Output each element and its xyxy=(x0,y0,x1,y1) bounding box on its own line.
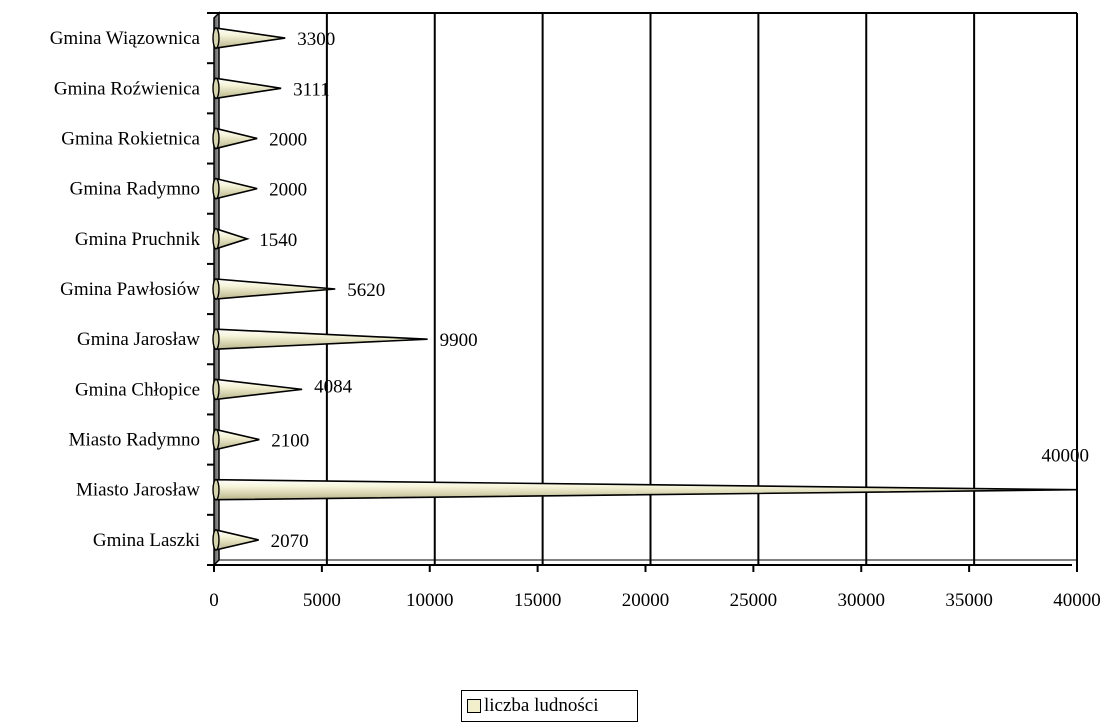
bar-cone xyxy=(215,127,258,150)
bar-cone xyxy=(215,77,282,100)
category-label: Gmina Laszki xyxy=(93,530,200,551)
data-label: 9900 xyxy=(440,330,478,351)
data-label: 1540 xyxy=(259,230,297,251)
x-tick-label: 10000 xyxy=(406,590,454,611)
bar-base xyxy=(212,428,220,451)
bar-cone xyxy=(215,378,303,401)
bar-base xyxy=(212,27,220,49)
gridlines xyxy=(325,13,976,565)
category-label: Gmina Pruchnik xyxy=(75,229,201,250)
legend: liczba ludności xyxy=(461,690,638,722)
bar-base xyxy=(212,529,220,551)
bar-cone xyxy=(215,177,258,200)
x-tick-label: 20000 xyxy=(622,590,670,611)
bar-cone xyxy=(215,528,259,551)
bar-cone xyxy=(215,278,336,300)
bar-cone xyxy=(215,227,250,250)
category-label: Gmina Jarosław xyxy=(77,329,200,350)
bar-base xyxy=(212,228,220,250)
legend-swatch xyxy=(467,699,481,713)
legend-label: liczba ludności xyxy=(484,695,599,716)
category-label: Gmina Roźwienica xyxy=(54,78,201,99)
category-label: Gmina Radymno xyxy=(70,179,200,200)
bar-base xyxy=(212,328,220,350)
bar-cone xyxy=(215,27,286,50)
category-label: Miasto Radymno xyxy=(69,430,200,451)
labels: 0 5000 10000 15000 20000 25000 30000 35000 40000… xyxy=(50,28,1101,611)
axes xyxy=(207,11,1078,572)
x-tick-label: 5000 xyxy=(303,590,341,611)
data-label: 5620 xyxy=(347,280,385,301)
bar-base xyxy=(212,177,220,200)
category-label: Gmina Chłopice xyxy=(75,379,200,400)
bar-cone xyxy=(215,328,428,351)
bar-base xyxy=(212,479,220,501)
data-label: 3111 xyxy=(293,79,330,100)
category-label: Gmina Rokietnica xyxy=(61,128,200,149)
data-label: 4084 xyxy=(314,376,353,397)
data-label: 40000 xyxy=(1042,446,1090,467)
bar-base xyxy=(212,278,220,300)
bars xyxy=(212,27,1078,551)
x-tick-label: 35000 xyxy=(945,590,993,611)
bar-cone xyxy=(215,428,260,451)
data-label: 2070 xyxy=(271,531,309,552)
bar-base xyxy=(212,378,220,401)
category-label: Gmina Pawłosiów xyxy=(60,279,200,300)
category-label: Miasto Jarosław xyxy=(76,480,200,501)
x-tick-label: 30000 xyxy=(838,590,886,611)
data-label: 3300 xyxy=(297,29,335,50)
bar-cone xyxy=(215,478,1078,501)
data-label: 2100 xyxy=(271,431,309,452)
category-label: Gmina Wiązownica xyxy=(50,28,201,49)
bar-base xyxy=(212,127,220,150)
x-tick-label: 25000 xyxy=(730,590,778,611)
data-label: 2000 xyxy=(269,129,307,150)
bar-base xyxy=(212,77,220,99)
x-tick-label: 15000 xyxy=(514,590,562,611)
x-tick-label: 40000 xyxy=(1053,590,1101,611)
data-label: 2000 xyxy=(269,180,307,201)
x-tick-label: 0 xyxy=(209,590,219,611)
